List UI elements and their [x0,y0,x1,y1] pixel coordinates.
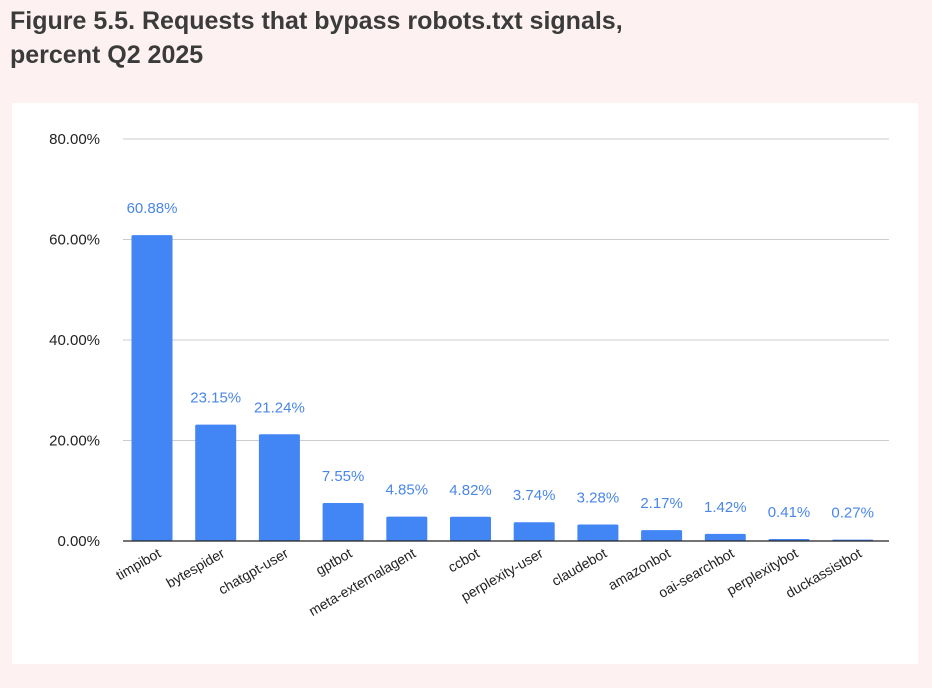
y-tick-label: 40.00% [49,332,100,349]
data-label: 21.24% [254,399,305,416]
bar [258,434,300,541]
data-label: 0.41% [768,504,811,521]
data-label: 3.74% [513,487,556,504]
y-axis-tick-labels: 0.00% 20.00% 40.00% 60.00% 80.00% [49,131,100,550]
y-tick-label: 0.00% [57,533,100,550]
data-label: 23.15% [190,390,241,407]
data-labels: 60.88% 23.15% 21.24% 7.55% 4.85% 4.82% 3.74% 3.… [127,200,874,522]
y-tick-label: 80.00% [49,131,100,148]
data-label: 4.85% [386,482,429,499]
bars [131,235,874,541]
bar [322,503,364,541]
data-label: 1.42% [704,499,747,516]
bar [386,516,428,541]
x-tick-label: ccbot [445,545,482,576]
data-label: 3.28% [577,490,620,507]
data-label: 4.82% [449,482,492,499]
x-tick-label: timpibot [113,545,164,583]
bar [195,424,237,541]
y-tick-label: 20.00% [49,433,100,450]
bar [513,522,555,541]
gridlines [123,138,889,441]
x-tick-label: gptbot [313,545,355,578]
bar [450,516,491,541]
data-label: 2.17% [640,495,683,512]
bar [641,530,683,541]
bar [131,235,173,541]
figure-title-line-1: Figure 5.5. Requests that bypass robots.… [10,7,623,35]
x-tick-label: claudebot [549,545,610,589]
data-label: 60.88% [127,200,178,217]
data-label: 7.55% [322,468,365,485]
figure-title-line-2: percent Q2 2025 [10,41,204,69]
y-tick-label: 60.00% [49,232,100,249]
bar [704,533,746,541]
figure-title: Figure 5.5. Requests that bypass robots.… [10,4,910,72]
x-tick-label: chatgpt-user [215,545,291,598]
data-label: 0.27% [831,505,874,522]
bar [577,524,619,541]
x-tick-label: meta-externalagent [306,545,419,619]
